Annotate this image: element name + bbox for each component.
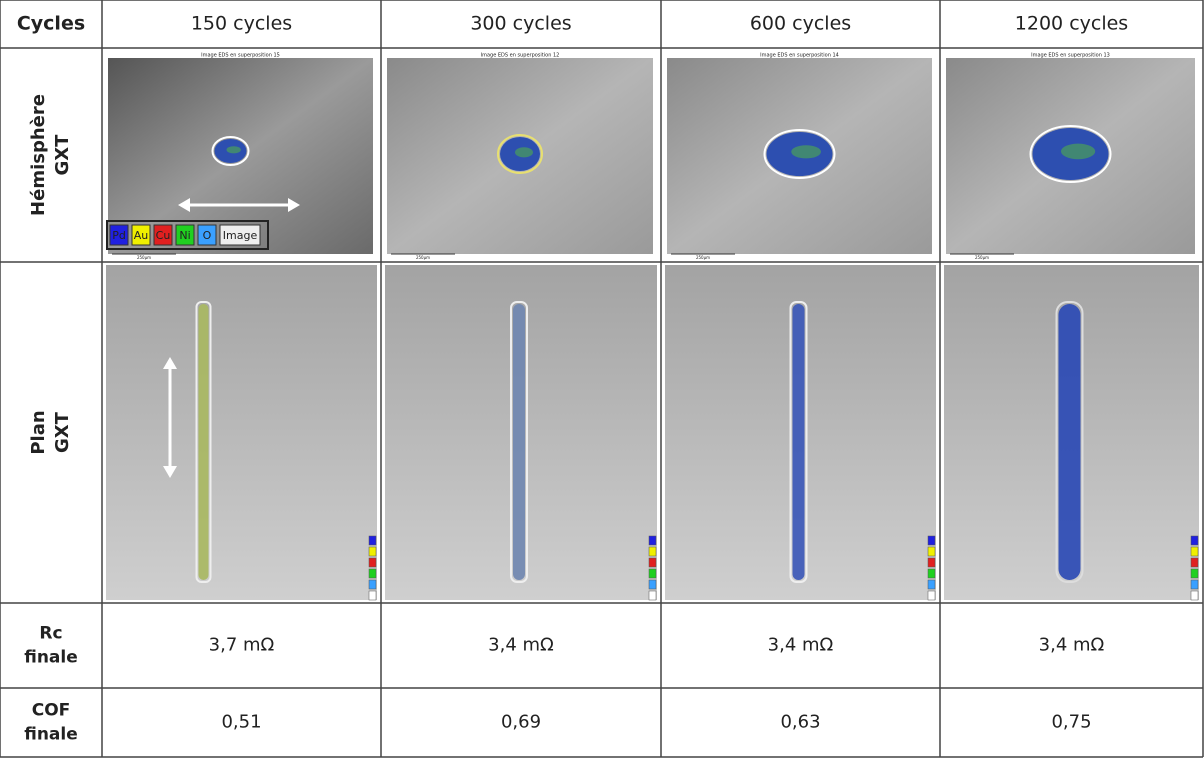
wear-spot [763,129,836,179]
row-label-line: GXT [52,411,73,453]
mini-legend [927,590,936,601]
wear-spot-ni [1061,143,1096,160]
row-label-line: GXT [52,134,73,176]
cell-value: 0,69 [501,712,541,733]
column-header: 600 cycles [750,13,851,35]
row-label-line: Plan [28,410,49,454]
mini-legend [1190,579,1199,590]
wear-track-border [510,301,528,583]
wear-track [513,304,525,580]
wear-track-border [1055,301,1084,583]
cell-value: 0,75 [1051,712,1091,733]
mini-legend [648,568,657,579]
mini-legend [1190,546,1199,557]
mini-legend [368,557,377,568]
legend-swatch [175,224,195,246]
mini-legend [927,557,936,568]
image-title: Image EDS en superposition 14 [760,53,839,59]
wear-spot [1029,125,1112,183]
scale-label: 250µm [416,255,430,260]
mini-legend [927,568,936,579]
wear-track-border [789,301,808,583]
cell-value: 3,4 mΩ [1039,635,1105,656]
wear-spot-ni [226,146,241,154]
wear-spot [497,134,543,174]
mini-legend [1190,535,1199,546]
mini-legend [1190,590,1199,601]
wear-track [1058,304,1081,580]
legend-swatch [109,224,129,246]
image-title: Image EDS en superposition 15 [201,53,280,59]
row-label-line: finale [24,648,78,668]
mini-legend [1190,568,1199,579]
plan-image [106,265,377,600]
row-label-line: Hémisphère [28,94,49,216]
mini-legend [368,590,377,601]
legend-label: Cu [156,229,171,242]
mini-legend [368,568,377,579]
image-title: Image EDS en superposition 12 [481,53,560,59]
scale-label: 250µm [137,255,151,260]
mini-legend [648,557,657,568]
mini-legend [648,590,657,601]
legend-label: Pd [112,229,126,242]
wear-spot-ni [791,145,821,159]
mini-legend [648,579,657,590]
legend-swatch [131,224,151,246]
mini-legend [648,535,657,546]
legend-label: O [203,229,212,242]
mini-legend [927,579,936,590]
mini-legend [368,546,377,557]
scale-label: 250µm [696,255,710,260]
legend-swatch [197,224,217,246]
mini-legend [1190,557,1199,568]
legend-swatch [153,224,173,246]
scale-label: 250µm [975,255,989,260]
wear-track [792,304,805,580]
row-label-line: finale [24,725,78,745]
cell-value: 3,7 mΩ [209,635,275,656]
column-header: 300 cycles [470,13,571,35]
image-title: Image EDS en superposition 13 [1031,53,1110,59]
legend-label: Image [223,229,258,242]
cell-value: 3,4 mΩ [768,635,834,656]
mini-legend [648,546,657,557]
row-label: Plan GXT [28,410,73,454]
cell-value: 0,63 [780,712,820,733]
legend-label: Au [134,229,149,242]
wear-spot [211,136,250,166]
legend-box [106,220,269,250]
row-label-line: Rc [39,624,62,644]
legend-label: Ni [179,229,190,242]
row-label: Hémisphère GXT [28,94,73,216]
header-label: Cycles [17,13,85,35]
column-header: 1200 cycles [1015,13,1128,35]
mini-legend [368,579,377,590]
wear-track [198,304,209,580]
mini-legend [368,535,377,546]
cell-value: 3,4 mΩ [488,635,554,656]
legend-swatch [219,224,261,246]
wear-track-border [195,301,212,583]
cell-value: 0,51 [221,712,261,733]
wear-spot-ni [515,147,533,158]
column-header: 150 cycles [191,13,292,35]
mini-legend [927,535,936,546]
row-label-line: COF [32,701,71,721]
mini-legend [927,546,936,557]
